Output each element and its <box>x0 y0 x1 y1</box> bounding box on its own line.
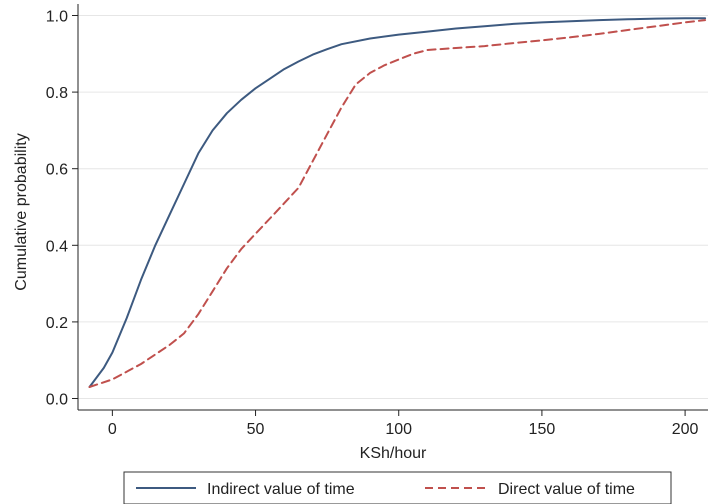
y-axis-ticks: 0.0 0.2 0.4 0.6 0.8 1.0 <box>46 8 78 409</box>
legend-label-indirect: Indirect value of time <box>207 481 355 498</box>
y-axis-label: Cumulative probability <box>13 133 30 290</box>
series-line-direct <box>88 19 707 388</box>
series-line-indirect <box>88 17 707 388</box>
x-tick-label: 150 <box>529 421 556 438</box>
legend-label-direct: Direct value of time <box>498 481 635 498</box>
x-tick-label: 50 <box>247 421 265 438</box>
y-tick-label: 0.2 <box>46 315 68 332</box>
x-tick-label: 200 <box>672 421 699 438</box>
y-tick-label: 0.6 <box>46 162 68 179</box>
x-tick-label: 0 <box>108 421 117 438</box>
y-tick-label: 0.0 <box>46 392 68 409</box>
plot-lines <box>88 17 707 388</box>
grid <box>78 14 708 400</box>
legend-box <box>123 471 672 504</box>
x-axis-ticks: 0 50 100 150 200 <box>108 410 699 438</box>
x-axis-label: KSh/hour <box>360 445 427 462</box>
y-tick-label: 0.4 <box>46 238 68 255</box>
y-tick-label: 0.8 <box>46 85 68 102</box>
x-tick-label: 100 <box>385 421 412 438</box>
legend: Indirect value of time Direct value of t… <box>123 471 672 504</box>
y-tick-label: 1.0 <box>46 8 68 25</box>
